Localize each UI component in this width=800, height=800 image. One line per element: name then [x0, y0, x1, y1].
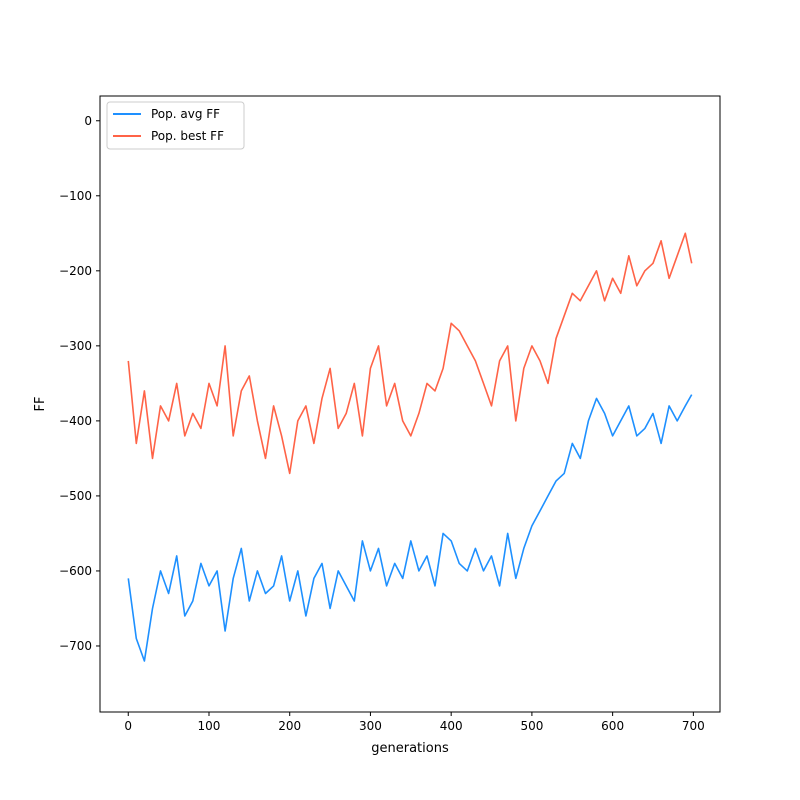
y-tick-label-0: 0: [84, 114, 92, 128]
x-tick-label-6: 600: [601, 719, 624, 733]
legend-label-1: Pop. best FF: [151, 129, 224, 143]
x-tick-label-5: 500: [520, 719, 543, 733]
legend: Pop. avg FF Pop. best FF: [106, 101, 245, 150]
plot-frame: [99, 95, 721, 713]
x-tick-label-4: 400: [440, 719, 463, 733]
series-lines: [127, 232, 693, 662]
y-tick-label-2: −200: [59, 264, 92, 278]
series-line-0: [127, 394, 693, 662]
y-tick-label-1: −100: [59, 189, 92, 203]
x-tick-label-7: 700: [682, 719, 705, 733]
series-line-1: [127, 232, 693, 475]
legend-box: [106, 101, 245, 150]
x-tick-label-3: 300: [359, 719, 382, 733]
y-tick-label-5: −500: [59, 489, 92, 503]
y-axis-label: FF: [33, 397, 48, 412]
y-tick-label-4: −400: [59, 414, 92, 428]
y-tick-label-3: −300: [59, 339, 92, 353]
x-tick-label-2: 200: [278, 719, 301, 733]
x-tick-label-0: 0: [124, 719, 132, 733]
x-axis-label: generations: [371, 741, 449, 756]
y-tick-label-7: −700: [59, 639, 92, 653]
x-tick-label-1: 100: [198, 719, 221, 733]
legend-label-0: Pop. avg FF: [151, 107, 220, 121]
plot-area: [100, 96, 720, 712]
tick-marks: 0 100 200 300 400 500 600 700 0 −100 −200 −300 −400 −…: [59, 114, 705, 733]
y-tick-label-6: −600: [59, 564, 92, 578]
